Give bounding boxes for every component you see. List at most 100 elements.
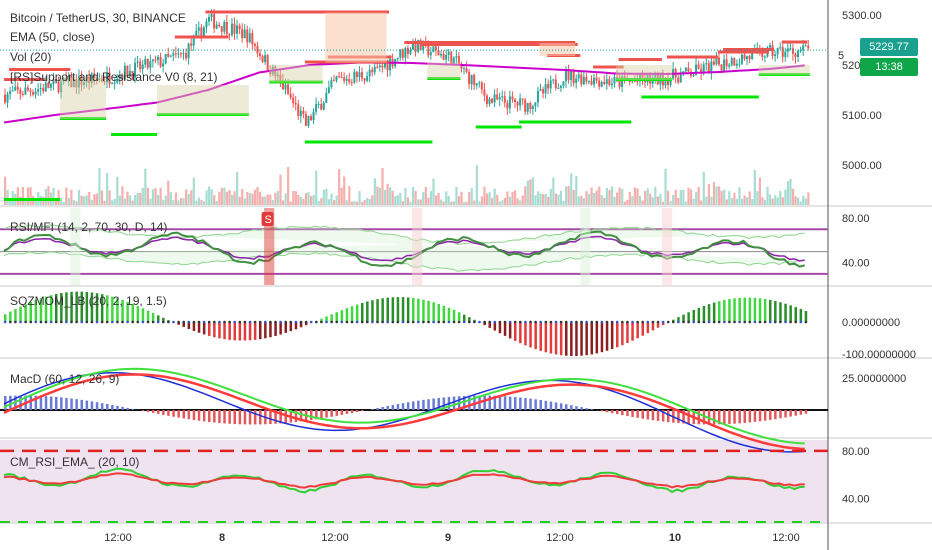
volume-bar (766, 186, 769, 205)
candle-body (185, 53, 188, 59)
sqz-dot (340, 320, 344, 324)
candle-body (702, 64, 705, 74)
volume-bar (167, 180, 170, 205)
volume-bar (705, 196, 708, 205)
sqz-bar (508, 322, 512, 339)
volume-bar (304, 192, 308, 205)
macd-bar (728, 410, 731, 424)
macd-bar (769, 410, 772, 420)
volume-bar (595, 190, 598, 205)
candle-body (723, 59, 726, 71)
candle-body (281, 80, 284, 90)
volume-bar (256, 186, 259, 205)
candle-body (179, 53, 182, 55)
sqz-bar (616, 322, 619, 348)
macd-bar (213, 410, 216, 423)
sqz-dot (279, 320, 282, 324)
candle-body (228, 34, 231, 36)
candle-body (44, 82, 47, 92)
candle-body (529, 103, 532, 110)
candle-body (98, 78, 101, 80)
sqz-bar (519, 322, 522, 344)
sqz-dot (100, 320, 104, 324)
macd-bar (661, 410, 665, 422)
sqz-axis-tick: -100.00000000 (842, 349, 916, 361)
volume-bar (391, 190, 394, 205)
rsi-highlight (412, 208, 423, 285)
sqz-bar (157, 315, 160, 322)
candle-body (26, 87, 29, 91)
sqz-dot (610, 320, 614, 324)
candle-body (521, 98, 524, 100)
volume-bar (281, 200, 285, 205)
sqz-dot (615, 320, 619, 324)
volume-bar (162, 200, 165, 205)
volume-group (4, 165, 810, 205)
sr-zone (157, 85, 249, 115)
volume-bar (498, 201, 501, 205)
macd-bar (417, 400, 420, 410)
pane-title: CM_RSI_EMA_ (20, 10) (10, 455, 139, 469)
sqz-dot (488, 320, 492, 324)
sqz-bar (90, 292, 94, 322)
volume-bar (600, 195, 603, 205)
volume-bar (358, 191, 361, 205)
volume-bar (697, 187, 700, 205)
candle-body (417, 40, 420, 52)
volume-bar (649, 193, 652, 205)
candle-body (600, 82, 603, 87)
volume-bar (559, 190, 563, 205)
sqz-bar (498, 322, 502, 334)
candle-body (327, 87, 330, 94)
macd-bar (401, 403, 405, 410)
macd-bar (396, 404, 400, 410)
candle-body (503, 96, 506, 103)
macd-bar (95, 402, 99, 410)
candle-body (715, 57, 718, 65)
candle-body (292, 97, 295, 103)
sqz-bar (345, 308, 349, 322)
candle-body (450, 51, 453, 65)
candle-body (511, 96, 514, 100)
volume-bar (656, 196, 659, 205)
sqz-bar (223, 322, 226, 340)
volume-bar (542, 194, 545, 205)
volume-bar (340, 187, 343, 205)
macd-bar (335, 410, 338, 416)
volume-bar (208, 186, 211, 205)
macd-bar (406, 402, 410, 410)
sqz-dot (366, 320, 369, 324)
sqz-dot (564, 320, 568, 324)
candle-body (501, 96, 504, 98)
support-resistance-legend: [RS]Support and Resistance V0 (8, 21) (10, 70, 218, 84)
volume-bar (730, 198, 733, 205)
sqz-bar (289, 322, 293, 332)
candle-body (269, 69, 272, 75)
candle-body (108, 72, 111, 84)
volume-bar (307, 192, 310, 205)
candle-body (516, 101, 519, 106)
macd-bar (376, 407, 379, 410)
candle-body (350, 82, 353, 84)
ema-line (3, 61, 805, 124)
sqz-dot (95, 320, 99, 324)
candle-body (789, 48, 792, 50)
rsi-axis-tick: 80.00 (842, 213, 870, 225)
sqz-dot (570, 320, 573, 324)
candle-body (335, 76, 338, 81)
volume-bar (95, 193, 98, 205)
sqz-dot (595, 320, 599, 324)
sqz-dot (585, 320, 588, 324)
sqz-dot (723, 320, 726, 324)
macd-bar (580, 407, 583, 410)
macd-bar (70, 398, 73, 410)
sqz-bar (544, 322, 548, 353)
sqz-dot (626, 320, 629, 324)
candle-body (256, 46, 259, 54)
sqz-dot (238, 320, 242, 324)
candle-body (406, 48, 409, 54)
volume-bar (473, 200, 476, 205)
candle-body (684, 67, 687, 72)
candle-body (740, 54, 743, 64)
